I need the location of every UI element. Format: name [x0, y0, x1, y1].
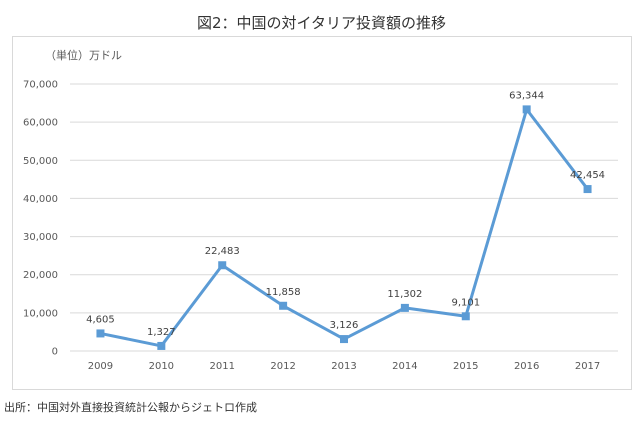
source-note: 出所：中国対外直接投資統計公報からジェトロ作成: [4, 401, 257, 414]
y-tick-label: 50,000: [23, 156, 58, 167]
data-label: 11,302: [387, 289, 422, 300]
x-axis-ticks: 2009 2010 2011 2012 2013 2014 2015 2016 2017: [88, 361, 601, 372]
series-line: [98, 107, 590, 348]
data-point-marker: [218, 261, 227, 270]
data-point-marker: [522, 105, 531, 114]
x-tick-label: 2010: [149, 361, 174, 372]
data-label: 1,327: [147, 327, 176, 338]
y-axis-ticks: 0 10,000 20,000 30,000 40,000 50,000 60,000 70,…: [23, 80, 58, 358]
data-point-marker: [400, 303, 409, 312]
data-point-marker: [157, 341, 166, 350]
data-labels: 4,605 1,327 22,483 11,858 3,126 11,302 9,101 63…: [86, 90, 605, 338]
y-tick-label: 60,000: [23, 118, 58, 129]
data-point-marker: [96, 329, 105, 338]
grid-lines: [70, 83, 618, 352]
chart-frame: [12, 36, 632, 390]
x-tick-label: 2012: [270, 361, 295, 372]
series-line-layer: [98, 107, 590, 348]
y-tick-label: 30,000: [23, 232, 58, 243]
data-label: 22,483: [205, 246, 240, 257]
x-tick-label: 2014: [392, 361, 417, 372]
data-label: 11,858: [266, 287, 301, 298]
data-label: 63,344: [509, 90, 544, 101]
x-tick-label: 2016: [514, 361, 539, 372]
data-point-marker: [461, 312, 470, 321]
chart-title: 図2：中国の対イタリア投資額の推移: [197, 14, 446, 32]
y-tick-label: 0: [52, 347, 58, 358]
x-tick-label: 2011: [209, 361, 234, 372]
x-tick-label: 2013: [331, 361, 356, 372]
x-tick-label: 2009: [88, 361, 113, 372]
data-point-marker: [340, 335, 348, 344]
y-tick-label: 20,000: [23, 270, 58, 281]
unit-label: （単位）万ドル: [45, 49, 122, 62]
data-label: 3,126: [330, 320, 359, 331]
y-tick-label: 40,000: [23, 194, 58, 205]
y-tick-label: 70,000: [23, 80, 58, 91]
data-label: 4,605: [86, 314, 115, 325]
data-label: 42,454: [570, 170, 605, 181]
data-point-marker: [583, 185, 592, 194]
y-tick-label: 10,000: [23, 308, 58, 319]
data-label: 9,101: [451, 297, 480, 308]
x-tick-label: 2015: [453, 361, 478, 372]
data-points: [96, 105, 592, 350]
data-point-marker: [279, 301, 288, 310]
x-tick-label: 2017: [575, 361, 600, 372]
